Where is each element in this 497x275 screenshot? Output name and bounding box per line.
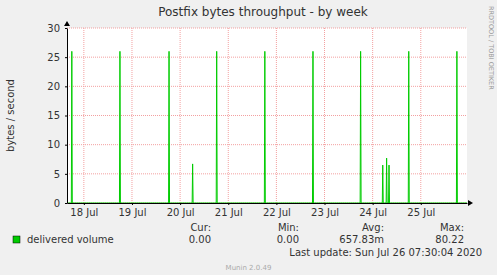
tick-mark: [373, 203, 374, 205]
tick-mark: [228, 203, 229, 205]
x-tick: 24 Jul: [359, 203, 387, 218]
stat-value: 657.83m: [339, 234, 384, 245]
tick-mark: [132, 203, 133, 205]
legend-swatch: [13, 236, 20, 243]
tick-mark: [65, 116, 67, 117]
footer: Munin 2.0.49: [226, 264, 272, 272]
grid-line: [324, 28, 325, 203]
grid-line: [228, 28, 229, 203]
tick-mark: [65, 203, 67, 204]
marks: [67, 51, 467, 203]
tick-label: 21 Jul: [215, 207, 243, 218]
tick-label: 25 Jul: [407, 207, 435, 218]
tick-label: 23 Jul: [311, 207, 339, 218]
tick-mark: [65, 28, 67, 29]
legend-label: delivered volume: [27, 234, 114, 245]
x-tick: 20 Jul: [167, 203, 195, 218]
stat-name: Min:: [278, 222, 299, 233]
stat-value: 0.00: [189, 234, 211, 245]
y-tick: 0: [54, 198, 67, 209]
axis-arrow: [468, 200, 473, 206]
tick-label: 0: [54, 198, 60, 209]
grid-line: [180, 28, 181, 203]
grid-line: [67, 144, 467, 145]
tick-mark: [65, 145, 67, 146]
grid-line: [67, 115, 467, 116]
grid-line: [276, 28, 277, 203]
y-tick: 5: [54, 169, 67, 180]
tick-mark: [325, 203, 326, 205]
y-tick: 25: [47, 52, 67, 63]
x-tick: 23 Jul: [311, 203, 339, 218]
stat-name: Cur:: [190, 222, 211, 233]
tick-mark: [65, 57, 67, 58]
grid-line: [372, 28, 373, 203]
tick-mark: [84, 203, 85, 205]
tick-mark: [65, 86, 67, 87]
x-tick: 18 Jul: [70, 203, 98, 218]
x-tick: 21 Jul: [215, 203, 243, 218]
watermark: RRDTOOL / TOBI OETIKER: [487, 6, 495, 90]
y-tick: 30: [47, 23, 67, 34]
grid: [67, 28, 467, 203]
stat-value: 0.00: [277, 234, 299, 245]
grid-line: [67, 86, 467, 87]
tick-mark: [421, 203, 422, 205]
chart: 0 5 10 15 20 25 30 18 Jul 19 Jul 20 Jul 21 Jul 22 J…: [0, 0, 497, 275]
tick-label: 18 Jul: [70, 207, 98, 218]
tick-label: 30: [47, 23, 60, 34]
y-axis-title: bytes / second: [5, 79, 16, 152]
axis-line: [68, 203, 468, 204]
tick-mark: [180, 203, 181, 205]
grid-line: [83, 28, 84, 203]
x-tick: 25 Jul: [407, 203, 435, 218]
stat-value: 80.22: [435, 234, 464, 245]
y-tick: 15: [47, 110, 67, 121]
tick-label: 5: [54, 169, 60, 180]
axis-line: [67, 29, 68, 204]
background: [0, 0, 497, 275]
y-tick: 10: [47, 139, 67, 150]
tick-label: 20: [47, 81, 60, 92]
series-line: [67, 51, 467, 203]
axis-arrow: [64, 21, 70, 26]
y-axis: 0 5 10 15 20 25 30: [47, 23, 67, 209]
tick-label: 20 Jul: [167, 207, 195, 218]
last-update: Last update: Sun Jul 26 07:30:04 2020: [289, 247, 482, 258]
grid-line: [67, 173, 467, 174]
x-tick: 22 Jul: [263, 203, 291, 218]
tick-label: 19 Jul: [118, 207, 146, 218]
plot-area: [67, 28, 467, 203]
tick-mark: [65, 174, 67, 175]
tick-label: 22 Jul: [263, 207, 291, 218]
stat-name: Max:: [440, 222, 464, 233]
stat-name: Avg:: [362, 222, 384, 233]
x-tick: 19 Jul: [118, 203, 146, 218]
y-tick: 20: [47, 81, 67, 92]
tick-label: 25: [47, 52, 60, 63]
grid-line: [67, 28, 467, 29]
grid-line: [131, 28, 132, 203]
tick-label: 24 Jul: [359, 207, 387, 218]
grid-line: [420, 28, 421, 203]
tick-label: 10: [47, 139, 60, 150]
x-axis: 18 Jul 19 Jul 20 Jul 21 Jul 22 Jul 23 Jul 24 J…: [68, 203, 468, 218]
tick-mark: [276, 203, 277, 205]
title: Postfix bytes throughput - by week: [158, 5, 368, 19]
grid-line: [67, 57, 467, 58]
tick-label: 15: [47, 110, 60, 121]
